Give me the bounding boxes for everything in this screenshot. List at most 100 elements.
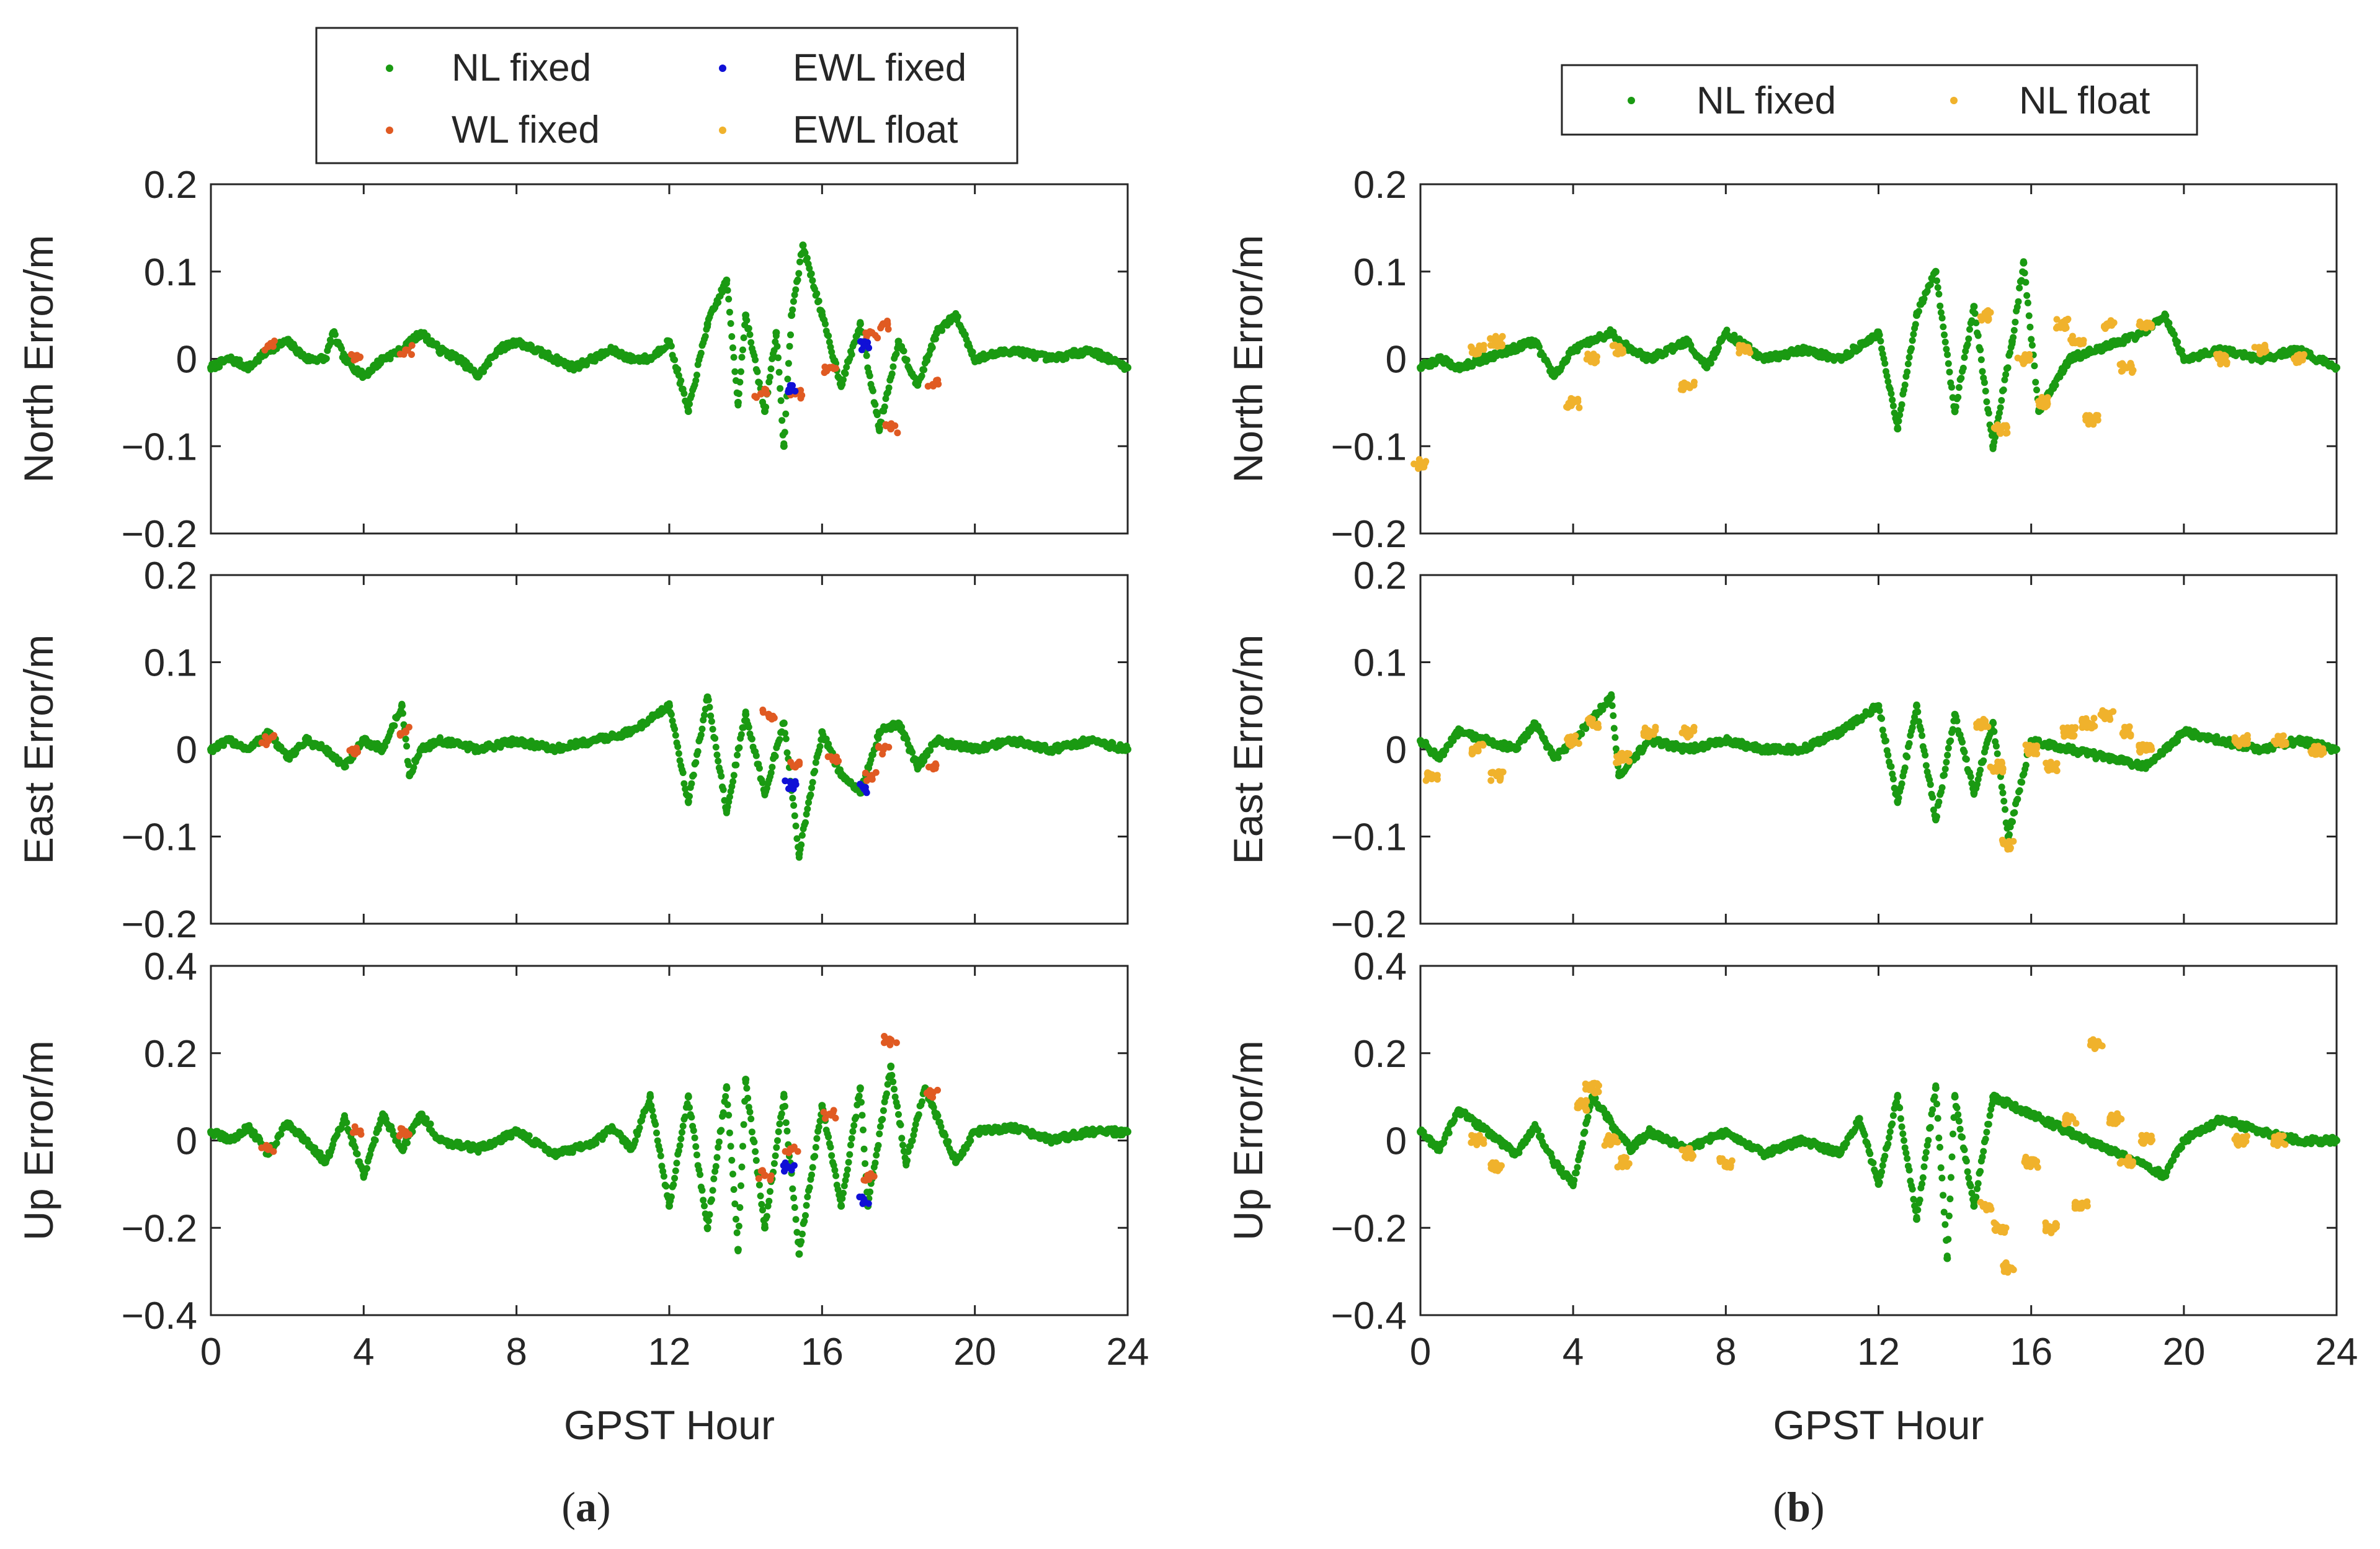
plot-b-north-nl_fixed-pt-19-12 [1964, 341, 1971, 348]
plot-b-north-nl_fixed-pt-21-10 [2000, 386, 2007, 393]
plot-a-up-nl_fixed-pt-30-9 [847, 1141, 854, 1149]
plot-b-north-float-key-point-9 [1997, 425, 2005, 433]
plot-a-north-nl_fixed-pt-34-3 [791, 291, 798, 298]
plot-b-north-nl_fixed-key-point-9 [1683, 337, 1691, 346]
plot-a-up-nl_fixed-pt-20-11 [677, 1135, 685, 1143]
plot-a-north-nl_fixed-key-point-17 [512, 337, 520, 346]
plot-a-up-nl_fixed-pt-27-8 [789, 1185, 796, 1192]
plot-a-north-nl_fixed-pt-26-3 [688, 391, 695, 399]
plot-b-north-nl_fixed-pt-23-4 [2024, 299, 2031, 306]
plot-a-east-nl_fixed-key-point-4 [283, 754, 292, 762]
plot-a-north-wl_fixed-key-point-0 [264, 342, 272, 350]
plot-a-up-nl_fixed-pt-28-10 [806, 1184, 813, 1191]
plot-b-north-nl_fixed-key-point-16 [1894, 425, 1902, 433]
plot-a-east-nl_fixed-key-point-10 [398, 702, 406, 710]
plot-a-north-nl_fixed-pt-15-10 [485, 360, 492, 368]
plot-b-north-nl_fixed-pt-18-3 [1935, 290, 1943, 298]
plot-a-up-nl_fixed-pt-32-11 [876, 1130, 883, 1138]
plot-a-up-nl_fixed-pt-26-14 [776, 1120, 783, 1128]
plot-a-north-nl_fixed-pt-29-3 [738, 368, 744, 375]
plot-a-north-nl_fixed-pt-37-4 [842, 370, 849, 377]
plot-a-north-wl_fixed-key-point-7 [879, 320, 887, 328]
legend-a: NL fixed EWL fixed WL fixed EWL float [315, 27, 1018, 164]
plot-b-north-nl_fixed-pt-21-14 [2004, 364, 2012, 372]
plot-b-east-ytick-label-0: 0.2 [1353, 555, 1407, 597]
plot-a-north-nl_fixed-pt-34-4 [792, 286, 800, 293]
plot-b-north-float-key-point-8 [1981, 311, 1989, 319]
plot-a-north-wl_fixed-pt-2-5 [408, 351, 415, 358]
plot-b-north-float-key-point-4 [1588, 355, 1596, 363]
plot-b-north-nl_fixed-key-point-10 [1703, 364, 1711, 372]
plot-a-north-nl_fixed-pt-35-2 [801, 249, 809, 257]
plot-a-up-nl_fixed-key-point-0 [207, 1128, 215, 1136]
plot-a-east-nl_fixed-key-point-14 [475, 746, 483, 753]
plot-a-up-xlabel: GPST Hour [564, 1402, 775, 1448]
plot-a-up-nl_fixed-pt-33-6 [894, 1102, 901, 1110]
plot-a-north-nl_fixed-pt-33-2 [782, 410, 790, 417]
plot-a-east-nl_fixed-pt-26-16 [812, 759, 819, 766]
plot-a-east-nl_fixed-pt-31-16 [912, 756, 919, 763]
plot-a-up-nl_fixed-key-point-38 [1009, 1123, 1017, 1132]
plot-a-east-nl_fixed-pt-26-13 [809, 779, 816, 786]
plot-a-east-nl_fixed-pt-24-14 [776, 736, 783, 743]
plot-a-north-nl_fixed-key-point-21 [589, 355, 597, 363]
plot-b-east-nl_fixed-pt-21-8 [1998, 783, 2005, 791]
plot-a-east-nl_fixed-pt-20-5 [690, 771, 697, 779]
plot-a-north-nl_fixed-key-point-7 [329, 329, 337, 337]
plot-b-north-nl_fixed-pt-23-1 [2021, 269, 2028, 277]
plot-a-east-nl_fixed-pt-24-10 [772, 752, 779, 760]
plot-a-up-wl_fixed-key-point-7 [887, 1036, 895, 1044]
plot-b-north-nl_fixed-pt-20-11 [1982, 388, 1989, 395]
plot-b-east-nl_fixed-pt-17-4 [1917, 726, 1925, 734]
plot-a-north-nl_fixed-pt-37-13 [851, 338, 858, 346]
plot-a-up-nl_fixed-pt-33-7 [895, 1111, 902, 1118]
plot-a-up-nl_fixed-pt-18-8 [636, 1124, 643, 1132]
plot-b-north-float-key-point-17 [2142, 320, 2150, 328]
plot-a-north-nl_fixed-pt-36-3 [822, 320, 829, 328]
plot-a-up-nl_fixed-key-point-22 [703, 1224, 711, 1232]
plot-a-north-nl_fixed-pt-35-15 [815, 297, 822, 305]
plot-a-north-nl_fixed-key-point-30 [742, 311, 750, 319]
plot-a-north-nl_fixed-key-point-5 [303, 355, 310, 363]
legend-a-marker-0 [386, 65, 393, 72]
plot-a-east-series-1 [258, 707, 940, 784]
plot-a-east-nl_fixed-key-point-34 [971, 746, 979, 753]
plot-a-up-nl_fixed-pt-19-10 [657, 1152, 664, 1159]
plot-a-up-nl_fixed-pt-36-14 [967, 1137, 974, 1145]
plot-a-north-nl_fixed-pt-28-1 [724, 287, 731, 294]
plot-b-north-nl_fixed-key-point-8 [1646, 355, 1654, 363]
plot-a-up-nl_fixed-key-point-5 [303, 1136, 310, 1145]
plot-b-north-float-pt-14-13 [2094, 412, 2101, 419]
plot-b-north-nl_fixed-pt-19-4 [1955, 384, 1963, 391]
plot-a-up-nl_fixed-pt-20-5 [671, 1174, 679, 1182]
plot-b-east-nl_fixed-pt-19-7 [1959, 738, 1966, 746]
plot-a-north-ytick-label-0: 0.2 [144, 164, 197, 207]
plot-a-north-nl_fixed-key-point-25 [666, 337, 673, 346]
plot-a-east-nl_fixed-pt-23-10 [752, 752, 760, 759]
plot-b-north-nl_fixed-pt-23-10 [2031, 362, 2038, 370]
plot-a-up-nl_fixed-pt-33-10 [898, 1135, 906, 1142]
plot-a-east-wl_fixed-key-point-2 [402, 728, 410, 736]
plot-b-east-nl_fixed-pt-22-11 [2016, 787, 2023, 794]
plot-a-north-nl_fixed-pt-37-5 [843, 364, 850, 371]
plot-a-up-nl_fixed-pt-31-4 [860, 1145, 868, 1153]
plot-b-north-nl_fixed-pt-20-10 [1981, 379, 1988, 386]
plot-a-up-nl_fixed-pt-19-13 [660, 1172, 667, 1180]
plot-a-up-nl_fixed-pt-28-16 [812, 1144, 819, 1151]
plot-a-north-nl_fixed-pt-34-8 [796, 258, 803, 266]
plot-a-north-nl_fixed-pt-28-7 [730, 354, 738, 361]
plot-a-up-nl_fixed-pt-30-7 [845, 1159, 852, 1166]
plot-a-north-nl_fixed-pt-39-13 [889, 363, 897, 370]
plot-a-up-nl_fixed-pt-10-5 [404, 1139, 411, 1146]
plot-a-east-nl_fixed-key-point-37 [1085, 737, 1094, 744]
plot-b-north-float-key-point-14 [2088, 416, 2097, 424]
plot-a-east-nl_fixed-pt-19-3 [669, 717, 676, 725]
plot-a-east-wl_fixed-key-point-1 [348, 746, 356, 753]
plot-b-east-nl_fixed-pt-7-2 [1610, 712, 1617, 720]
plot-a-east-nl_fixed-pt-19-6 [672, 731, 679, 739]
plot-a-up-nl_fixed-key-point-19 [646, 1093, 654, 1101]
plot-a-up-nl_fixed-pt-29-6 [825, 1133, 832, 1141]
plot-a-up-nl_fixed-pt-22-17 [722, 1093, 729, 1100]
